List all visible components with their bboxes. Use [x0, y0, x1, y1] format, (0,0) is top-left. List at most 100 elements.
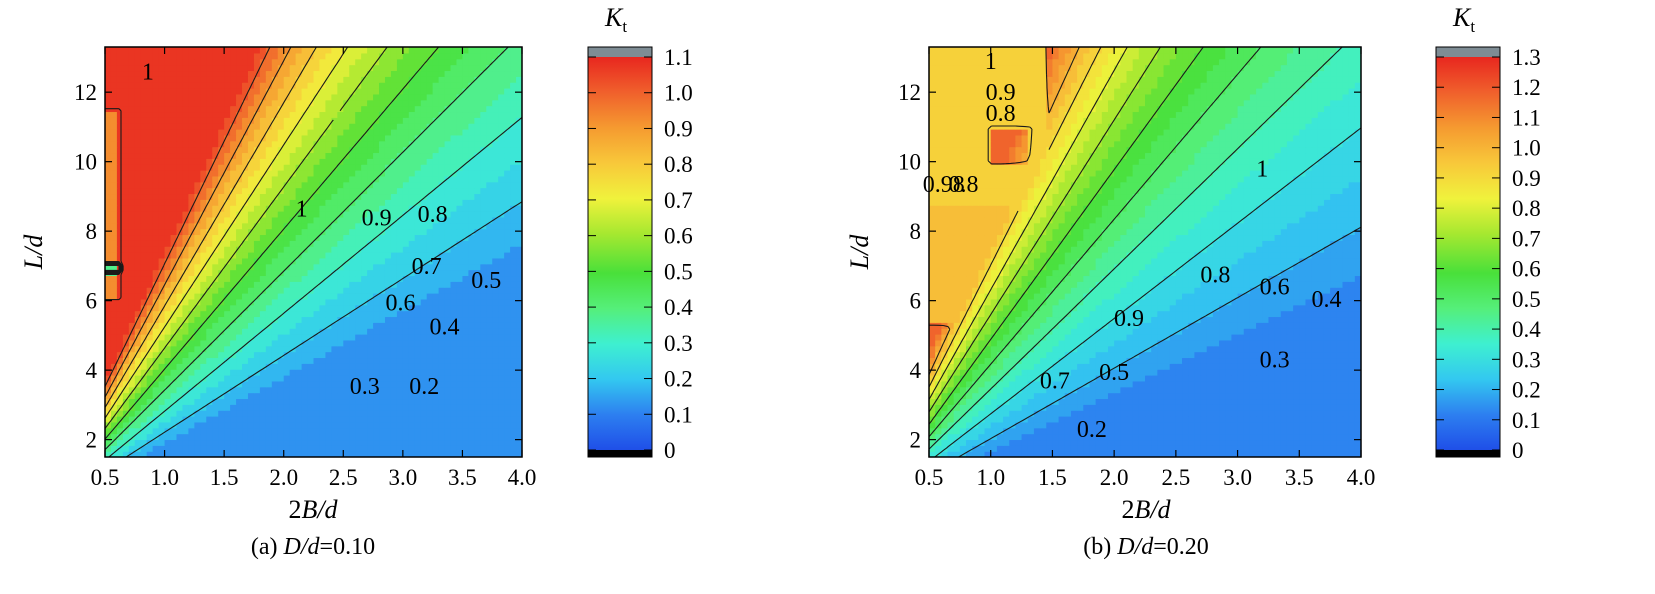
field-cell [134, 421, 142, 429]
field-cell [116, 175, 124, 183]
field-cell [444, 392, 452, 400]
field-cell [384, 158, 392, 165]
field-cell [271, 140, 279, 148]
field-cell [390, 76, 398, 83]
field-cell [128, 117, 136, 124]
field-cell [331, 70, 338, 77]
field-cell [105, 47, 112, 54]
field-cell [402, 334, 410, 341]
field-cell [307, 404, 315, 411]
field-cell [456, 222, 464, 230]
field-cell [355, 328, 362, 335]
field-cell [289, 310, 297, 318]
field-cell [164, 334, 172, 341]
field-cell [200, 351, 207, 359]
field-cell [242, 398, 249, 405]
field-cell [498, 123, 505, 130]
field-cell [295, 187, 303, 195]
field-cell [432, 52, 440, 60]
field-cell [301, 281, 309, 288]
field-cell [432, 421, 440, 429]
field-cell [367, 275, 374, 282]
field-cell [325, 47, 332, 54]
field-cell [426, 263, 434, 271]
field-cell [277, 351, 285, 359]
field-cell [396, 357, 404, 364]
field-cell [105, 316, 112, 323]
field-cell [289, 404, 297, 411]
field-cell [480, 164, 487, 171]
field-cell [259, 52, 267, 60]
field-cell [426, 439, 434, 446]
field-cell [498, 386, 505, 394]
field-cell [384, 193, 392, 200]
field-cell [176, 76, 184, 83]
field-cell [504, 363, 511, 370]
field-cell [265, 375, 273, 382]
field-cell [462, 211, 469, 218]
field-cell [325, 199, 332, 206]
field-cell [504, 187, 511, 195]
field-cell [134, 293, 142, 300]
field-cell [462, 298, 469, 306]
field-cell [283, 345, 291, 353]
field-cell [140, 375, 148, 382]
field-cell [176, 152, 184, 159]
field-cell [343, 140, 350, 148]
field-cell [462, 451, 469, 457]
field-cell [200, 117, 207, 124]
field-cell [349, 451, 356, 457]
field-cell [390, 246, 398, 253]
field-cell [337, 427, 344, 435]
field-cell [259, 363, 267, 370]
field-cell [170, 246, 178, 253]
field-cell [313, 175, 321, 183]
field-cell [164, 421, 172, 429]
field-cell [277, 380, 285, 388]
field-cell [122, 181, 130, 189]
field-cell [396, 380, 404, 388]
field-cell [432, 76, 440, 83]
field-cell [420, 433, 428, 441]
field-cell [253, 304, 261, 312]
field-cell [426, 334, 434, 341]
field-cell [456, 334, 464, 341]
field-cell [462, 228, 469, 236]
field-cell [510, 70, 517, 77]
field-cell [230, 369, 237, 376]
field-cell [408, 380, 416, 388]
field-cell [289, 123, 297, 130]
field-cell [361, 351, 368, 359]
field-cell [176, 181, 184, 189]
field-cell [176, 211, 184, 218]
field-cell [200, 99, 207, 107]
field-cell [206, 281, 213, 288]
field-cell [128, 111, 136, 118]
field-cell [504, 322, 511, 329]
field-cell [194, 398, 201, 405]
field-cell [128, 181, 136, 189]
field-cell [367, 439, 374, 446]
field-cell [265, 445, 273, 452]
contour-line-0.4 [105, 47, 509, 450]
field-cell [462, 70, 469, 77]
field-cell [313, 316, 321, 323]
field-cell [146, 170, 154, 177]
field-cell [516, 70, 522, 77]
field-cell [414, 257, 422, 265]
field-cell [146, 240, 154, 247]
field-cell [474, 451, 481, 457]
field-cell [420, 99, 428, 107]
field-cell [474, 181, 481, 189]
field-cell [289, 64, 297, 72]
field-cell [456, 439, 464, 446]
field-cell [242, 433, 249, 441]
field-cell [259, 170, 267, 177]
field-cell [116, 123, 124, 130]
field-cell [122, 363, 130, 370]
field-cell [242, 70, 249, 77]
field-cell [194, 234, 201, 241]
field-cell [182, 392, 189, 400]
